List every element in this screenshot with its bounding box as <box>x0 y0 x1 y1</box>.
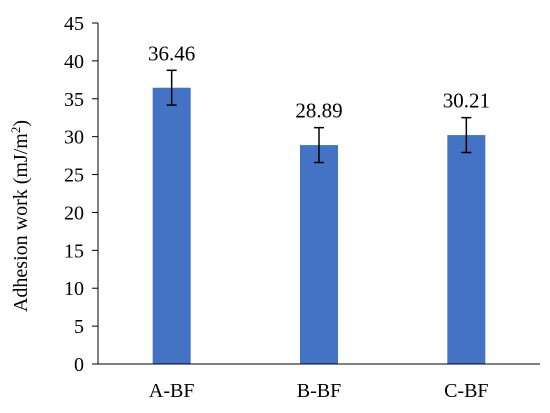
x-tick-label: C-BF <box>444 380 488 402</box>
y-tick-label: 40 <box>64 51 84 73</box>
bar-a-bf <box>152 87 191 364</box>
y-tick-label: 5 <box>74 316 84 338</box>
x-tick-label: A-BF <box>149 380 195 402</box>
y-axis-ticks: 0 5 10 15 20 25 30 35 40 45 <box>64 13 98 376</box>
x-axis-ticks: A-BF B-BF C-BF <box>149 380 489 402</box>
y-tick-label: 45 <box>64 13 84 35</box>
data-label: 28.89 <box>295 99 342 123</box>
y-axis-title-suffix: ) <box>10 120 32 127</box>
y-tick-label: 20 <box>64 202 84 224</box>
y-axis-title: Adhesion work (mJ/m2) <box>8 120 33 312</box>
data-label: 30.21 <box>443 89 490 113</box>
y-tick-label: 30 <box>64 127 84 149</box>
y-tick-label: 10 <box>64 278 84 300</box>
y-tick-label: 35 <box>64 89 84 111</box>
y-axis-title-superscript: 2 <box>8 127 23 134</box>
error-bars-group <box>166 69 472 164</box>
bar-c-bf <box>447 135 486 364</box>
y-tick-label: 15 <box>64 240 84 262</box>
y-axis-title-text: Adhesion work (mJ/m <box>10 133 32 312</box>
y-tick-label: 0 <box>74 354 84 376</box>
data-label: 36.46 <box>148 41 195 65</box>
bars-group <box>152 87 486 364</box>
bar-b-bf <box>300 145 338 364</box>
y-tick-label: 25 <box>64 165 84 187</box>
value-labels-group: 36.46 28.89 30.21 <box>148 41 490 122</box>
x-tick-label: B-BF <box>297 380 341 402</box>
